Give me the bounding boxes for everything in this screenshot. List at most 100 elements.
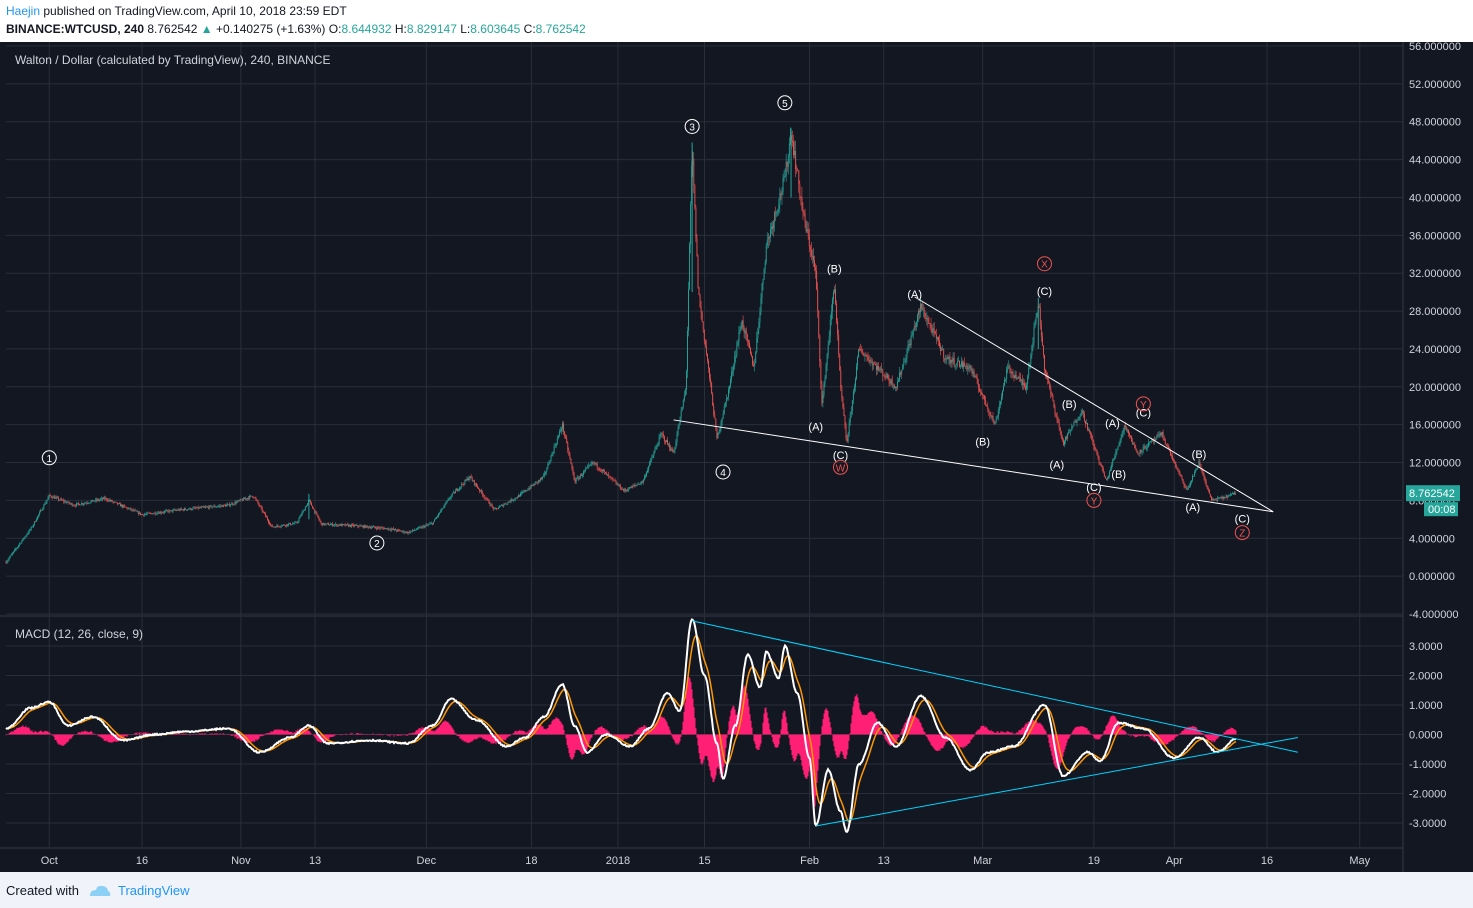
candle-body <box>696 238 698 256</box>
candle-body <box>348 524 350 527</box>
candle-body <box>1154 439 1156 442</box>
candle-body <box>724 402 726 407</box>
candle-body <box>778 204 780 210</box>
candle-body <box>763 268 765 280</box>
candle-body <box>206 506 208 508</box>
candle-body <box>192 507 194 510</box>
candle-body <box>906 351 908 359</box>
macd-trendline[interactable] <box>692 620 1299 753</box>
candle-body <box>442 508 444 509</box>
candle-body <box>623 488 624 491</box>
tradingview-brand-link[interactable]: TradingView <box>118 883 190 898</box>
chart-canvas[interactable]: 12345(B)(A)(C)W(A)X(C)(B)(B)(A)(C)Y(A)(B… <box>0 42 1473 872</box>
candle-body <box>1087 423 1088 430</box>
candle-body <box>317 514 319 518</box>
candle-body <box>38 514 40 517</box>
candle-body <box>1148 442 1149 447</box>
candle-body <box>678 424 680 429</box>
candle-body <box>280 526 282 528</box>
candle-body <box>591 462 593 465</box>
candle-body <box>31 526 33 528</box>
candle-body <box>479 489 481 491</box>
candle-body <box>1074 421 1076 423</box>
candle-body <box>289 523 290 524</box>
candle-body <box>26 534 28 536</box>
time-tick-label: Dec <box>417 855 437 867</box>
candle-body <box>53 496 55 499</box>
candle-body <box>303 510 305 511</box>
wave-label: (C) <box>833 450 848 462</box>
author-name[interactable]: Haejin <box>6 4 41 18</box>
candle-body <box>363 525 365 528</box>
candle-body <box>1046 372 1048 378</box>
candle-body <box>1081 410 1083 414</box>
candle-body <box>341 524 343 526</box>
candle-body <box>1039 307 1041 326</box>
candle-body <box>739 329 741 333</box>
candle-body <box>8 557 10 560</box>
candle-body <box>624 489 625 491</box>
candle-body <box>1191 480 1192 483</box>
candle-body <box>882 371 884 376</box>
price-pane[interactable]: 12345(B)(A)(C)W(A)X(C)(B)(B)(A)(C)Y(A)(B… <box>5 95 1274 565</box>
candle-body <box>914 326 916 328</box>
candle-body <box>301 512 303 516</box>
wave-label: X <box>1041 260 1048 271</box>
pane-titles: Walton / Dollar (calculated by TradingVi… <box>15 53 330 641</box>
candle-body <box>1186 488 1188 490</box>
candle-body <box>569 453 571 459</box>
candle-body <box>619 484 621 489</box>
trendline[interactable] <box>914 296 1274 513</box>
macd-trendline[interactable] <box>815 736 1299 827</box>
macd-tick-label: 1.0000 <box>1409 700 1443 712</box>
candle-body <box>417 527 419 530</box>
candle-body <box>214 505 216 507</box>
candle-body <box>222 504 224 507</box>
candle-body <box>982 393 983 395</box>
candle-body <box>529 488 531 489</box>
candle-body <box>515 497 517 499</box>
candle-body <box>912 330 914 336</box>
candle-body <box>709 367 710 379</box>
candle-body <box>309 500 310 502</box>
open-label: O: <box>328 22 342 36</box>
candle-body <box>1051 393 1053 396</box>
candle-body <box>512 499 514 501</box>
candle-body <box>936 337 938 339</box>
candle-body <box>290 523 292 525</box>
macd-pane[interactable] <box>5 617 1299 834</box>
candle-body <box>939 340 940 347</box>
candle-body <box>268 520 269 523</box>
candle-body <box>758 322 760 330</box>
candle-body <box>243 498 245 500</box>
candle-body <box>274 526 276 528</box>
wave-label: (A) <box>808 422 823 434</box>
tradingview-logo-icon[interactable] <box>88 882 112 898</box>
candle-body <box>553 446 555 453</box>
candle-body <box>887 374 889 380</box>
candle-body <box>134 510 136 512</box>
candle-body <box>840 369 842 388</box>
candle-body <box>1235 493 1237 495</box>
candle-body <box>232 503 234 505</box>
candle-body <box>248 498 250 499</box>
candle-body <box>173 509 175 511</box>
last-value: 8.762542 <box>147 22 198 36</box>
candle-body <box>458 489 460 491</box>
candle-body <box>938 337 939 341</box>
candle-body <box>903 361 905 365</box>
candle-body <box>67 501 69 503</box>
candle-body <box>604 471 605 472</box>
candle-body <box>905 358 907 362</box>
candle-body <box>990 415 992 417</box>
candle-body <box>245 498 246 500</box>
trendline[interactable] <box>673 419 1274 513</box>
candle-body <box>891 379 893 386</box>
candle-body <box>886 374 888 378</box>
candle-body <box>315 512 317 514</box>
candle-body <box>757 329 759 339</box>
open-value: 8.644932 <box>341 22 392 36</box>
candle-body <box>647 470 649 473</box>
candle-body <box>1164 439 1166 444</box>
wave-label: (B) <box>827 263 842 275</box>
